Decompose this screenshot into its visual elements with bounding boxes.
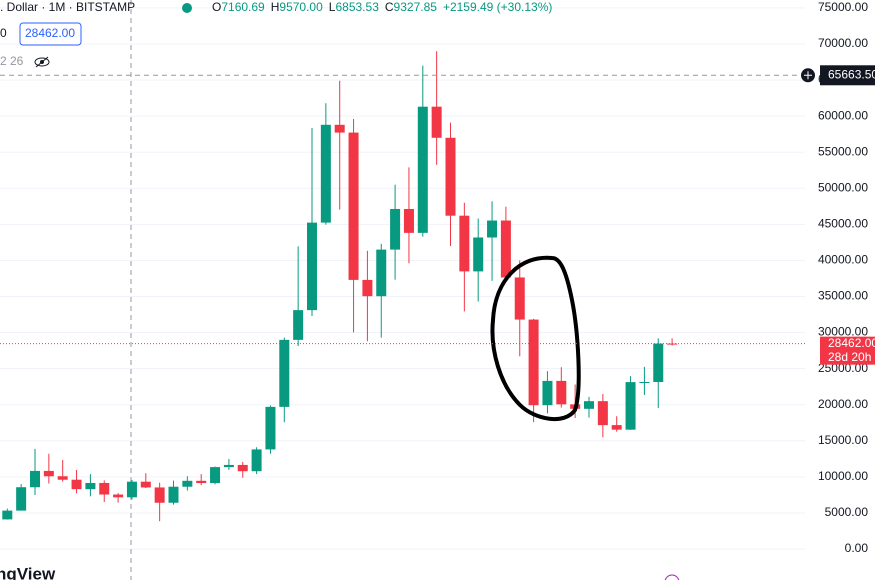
market-status-dot: [182, 3, 192, 13]
ohlc-change: +2159.49 (+30.13%): [443, 0, 552, 14]
y-tick-label: 60000.00: [818, 108, 868, 122]
candle-body: [307, 222, 317, 311]
y-tick-label: 0.00: [845, 541, 869, 555]
ohlc-value: 7160.69: [221, 0, 265, 14]
ohlc-value: 9570.00: [279, 0, 323, 14]
plus-sign: [804, 71, 812, 80]
y-tick-label: 55000.00: [818, 144, 868, 158]
candle-body: [57, 476, 68, 480]
ohlc-label: C: [385, 0, 394, 14]
countdown-label: 28d 20h: [828, 350, 871, 364]
candle-body: [320, 124, 331, 223]
ohlc-legend: O7160.69 H9570.00 L6853.53 C9327.85 +2159.49…: [212, 0, 552, 14]
y-tick-label: 75000.00: [818, 0, 868, 14]
candle-body: [639, 381, 650, 383]
y-tick-label: 50000.00: [818, 180, 868, 194]
indicator-line: 2 26: [0, 54, 24, 68]
add-alert-button[interactable]: [801, 68, 815, 83]
candle-body: [265, 406, 276, 450]
y-tick-label: 35000.00: [818, 289, 868, 303]
candle-body: [210, 467, 221, 484]
ohlc-label: L: [329, 0, 336, 14]
candle-body: [431, 106, 442, 138]
indicator-value: 28462.00: [25, 26, 75, 40]
y-tick-label: 30000.00: [818, 325, 868, 339]
crosshair-label: 65663.50: [828, 67, 875, 81]
candle-body: [182, 480, 193, 487]
candle-body: [223, 464, 234, 468]
y-tick-label: 5000.00: [825, 505, 869, 519]
candle-body: [279, 339, 290, 407]
candle-body: [334, 124, 345, 133]
ohlc-label: O: [212, 0, 221, 14]
y-tick-label: 10000.00: [818, 469, 868, 483]
candle-body: [71, 479, 82, 490]
candle-body: [362, 279, 373, 297]
candle-body: [528, 319, 539, 406]
candle-body: [584, 401, 594, 409]
candle-body: [237, 464, 248, 472]
y-tick-label: 70000.00: [818, 36, 868, 50]
candle-body: [168, 486, 179, 503]
symbol-title: . Dollar · 1M · BITSTAMP: [0, 0, 135, 14]
candle-body: [2, 510, 13, 520]
candle-body: [445, 137, 456, 216]
candle-body: [376, 249, 387, 297]
candle-body: [403, 208, 414, 233]
candle-body: [514, 277, 525, 320]
hide-icon[interactable]: [34, 56, 50, 68]
y-tick-label: 40000.00: [818, 253, 868, 267]
candle-body: [113, 494, 124, 498]
indicator-prefix: 0: [0, 26, 7, 40]
candle-body: [611, 425, 622, 430]
candle-body: [653, 343, 664, 382]
candle-body: [556, 380, 567, 405]
candle-body: [459, 215, 470, 272]
y-tick-label: 45000.00: [818, 217, 868, 231]
candle-body: [625, 382, 636, 430]
event-icon[interactable]: [664, 574, 680, 580]
ohlc-label: H: [271, 0, 280, 14]
candle-body: [500, 220, 511, 278]
candle-body: [542, 380, 553, 406]
candle-body: [30, 470, 40, 488]
candle-body: [487, 220, 498, 238]
candle-body: [126, 481, 137, 498]
ohlc-value: 9327.85: [394, 0, 438, 14]
candle-body: [85, 482, 96, 490]
last-price-box: [820, 336, 875, 365]
y-tick-label: 15000.00: [818, 433, 868, 447]
candle-body: [251, 449, 262, 472]
candle-body: [43, 470, 54, 477]
crosshair-box: [820, 65, 875, 86]
candle-body: [99, 482, 110, 495]
candle-body: [140, 481, 151, 488]
hand-drawn-circle: [490, 255, 581, 422]
indicator-box[interactable]: [19, 22, 82, 46]
y-tick-label: 20000.00: [818, 397, 868, 411]
candle-body: [390, 208, 401, 250]
candle-body: [417, 106, 428, 233]
candle-body: [154, 487, 165, 503]
logo: ngView: [0, 564, 56, 580]
last-price-label: 28462.00: [828, 336, 875, 350]
candle-body: [597, 401, 608, 426]
candle-body: [348, 132, 359, 280]
candle-body: [473, 237, 484, 272]
candle-body: [16, 487, 27, 511]
candle-body: [196, 480, 207, 484]
candle-body: [293, 310, 304, 340]
ohlc-value: 6853.53: [335, 0, 379, 14]
